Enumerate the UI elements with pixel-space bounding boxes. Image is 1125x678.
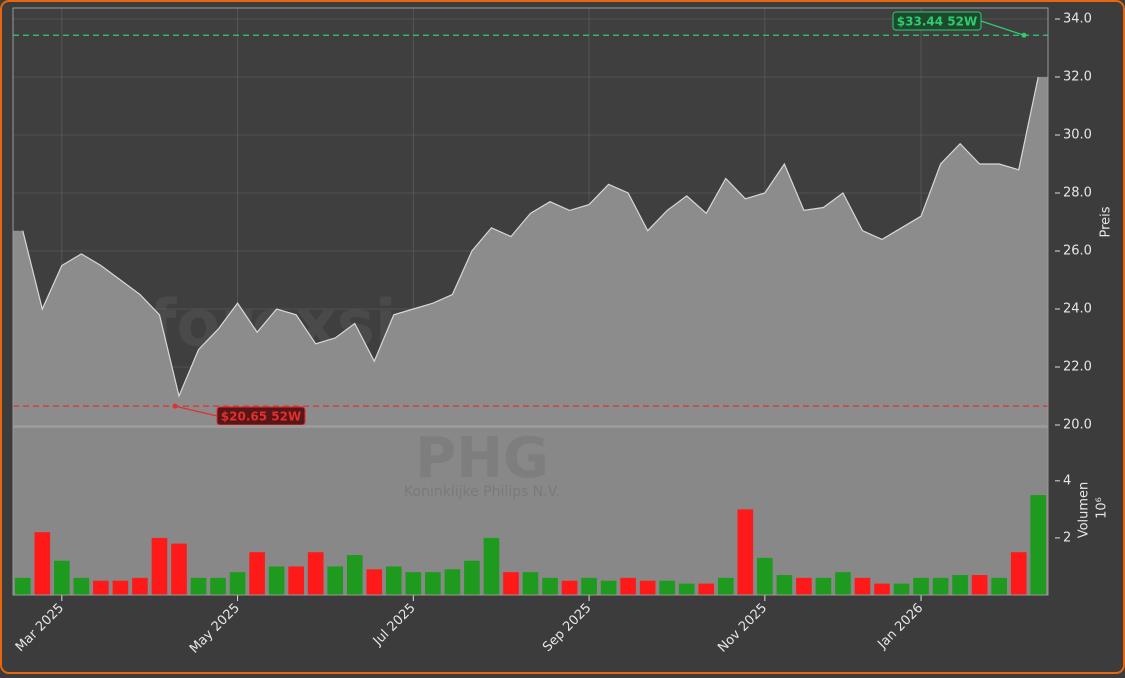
volume-bar — [54, 560, 70, 595]
volume-bar — [171, 543, 187, 595]
volume-scale-label: 10⁶ — [1095, 497, 1110, 519]
volume-bar — [34, 532, 51, 595]
volume-bar — [620, 577, 636, 595]
volume-bar — [678, 583, 695, 595]
volume-bar — [464, 560, 480, 595]
price-line — [22, 76, 1039, 398]
volume-bar — [854, 577, 871, 595]
volume-bar — [991, 577, 1007, 595]
volume-bar — [913, 577, 929, 595]
volume-bar — [717, 577, 734, 595]
volume-axis-label: Volumen — [1077, 482, 1092, 539]
volume-bar — [151, 537, 168, 595]
y-axis-label: Preis — [1099, 206, 1114, 237]
high-arrow — [980, 20, 1025, 36]
y-tick-label: 34.0 — [1063, 12, 1092, 27]
y-tick-label: 30.0 — [1063, 128, 1092, 143]
volume-bar — [385, 566, 402, 595]
volume-bar — [542, 577, 558, 595]
high-label: $33.44 52W — [897, 15, 977, 29]
volume-bar — [210, 577, 226, 595]
volume-bar — [561, 580, 578, 595]
volume-bar — [307, 552, 324, 595]
volume-bar — [776, 575, 793, 595]
volume-bar — [425, 572, 441, 595]
company-watermark: Koninklijke Philips N.V. — [404, 484, 560, 500]
volume-bar — [835, 572, 851, 595]
low-label: $20.65 52W — [221, 410, 301, 424]
y-tick-label: 22.0 — [1063, 360, 1092, 375]
volume-bar — [268, 566, 285, 595]
volume-bar — [229, 572, 246, 595]
area-fill — [13, 77, 1048, 425]
volume-bar — [1030, 495, 1047, 595]
volume-bar — [737, 509, 754, 595]
low-arrow-head — [172, 403, 178, 409]
volume-bar — [893, 583, 910, 595]
y-tick-label: 24.0 — [1063, 302, 1092, 317]
volume-bar — [659, 580, 676, 595]
y-tick-label: 20.0 — [1063, 418, 1092, 433]
y-tick-label: 4 — [1063, 473, 1071, 488]
volume-bar — [971, 575, 988, 595]
volume-bar — [639, 580, 656, 595]
volume-bar — [600, 580, 617, 595]
volume-bar — [757, 557, 773, 595]
volume-bar — [522, 572, 539, 595]
volume-bar — [288, 566, 304, 595]
volume-bar — [503, 572, 519, 595]
high-label-box — [892, 11, 982, 31]
volume-bar — [952, 575, 968, 595]
volume-bar — [249, 552, 265, 595]
volume-bar — [93, 580, 109, 595]
volume-bar — [698, 583, 715, 595]
symbol-watermark: PHG — [415, 426, 549, 491]
y-tick-label: 26.0 — [1063, 244, 1092, 259]
volume-bar — [112, 580, 129, 595]
high-arrow-head — [1021, 32, 1027, 38]
y-tick-label: 28.0 — [1063, 186, 1092, 201]
volume-bar — [346, 555, 363, 595]
volume-bar — [444, 569, 461, 595]
volume-bar — [932, 577, 949, 595]
y-tick-label: 32.0 — [1063, 70, 1092, 85]
volume-bar — [581, 577, 597, 595]
volume-bar — [366, 569, 383, 595]
volume-bar — [132, 577, 148, 595]
volume-bar — [1010, 552, 1027, 595]
volume-bar — [483, 537, 500, 595]
volume-bar — [73, 577, 90, 595]
volume-bar — [14, 577, 31, 595]
volume-bar — [815, 577, 832, 595]
y-tick-label: 2 — [1063, 530, 1071, 545]
volume-bar — [796, 577, 812, 595]
volume-bar — [874, 583, 890, 595]
volume-bar — [327, 566, 344, 595]
volume-bar — [405, 572, 422, 595]
axis-frame — [12, 7, 1049, 596]
volume-bar — [190, 577, 207, 595]
low-arrow — [174, 405, 218, 417]
